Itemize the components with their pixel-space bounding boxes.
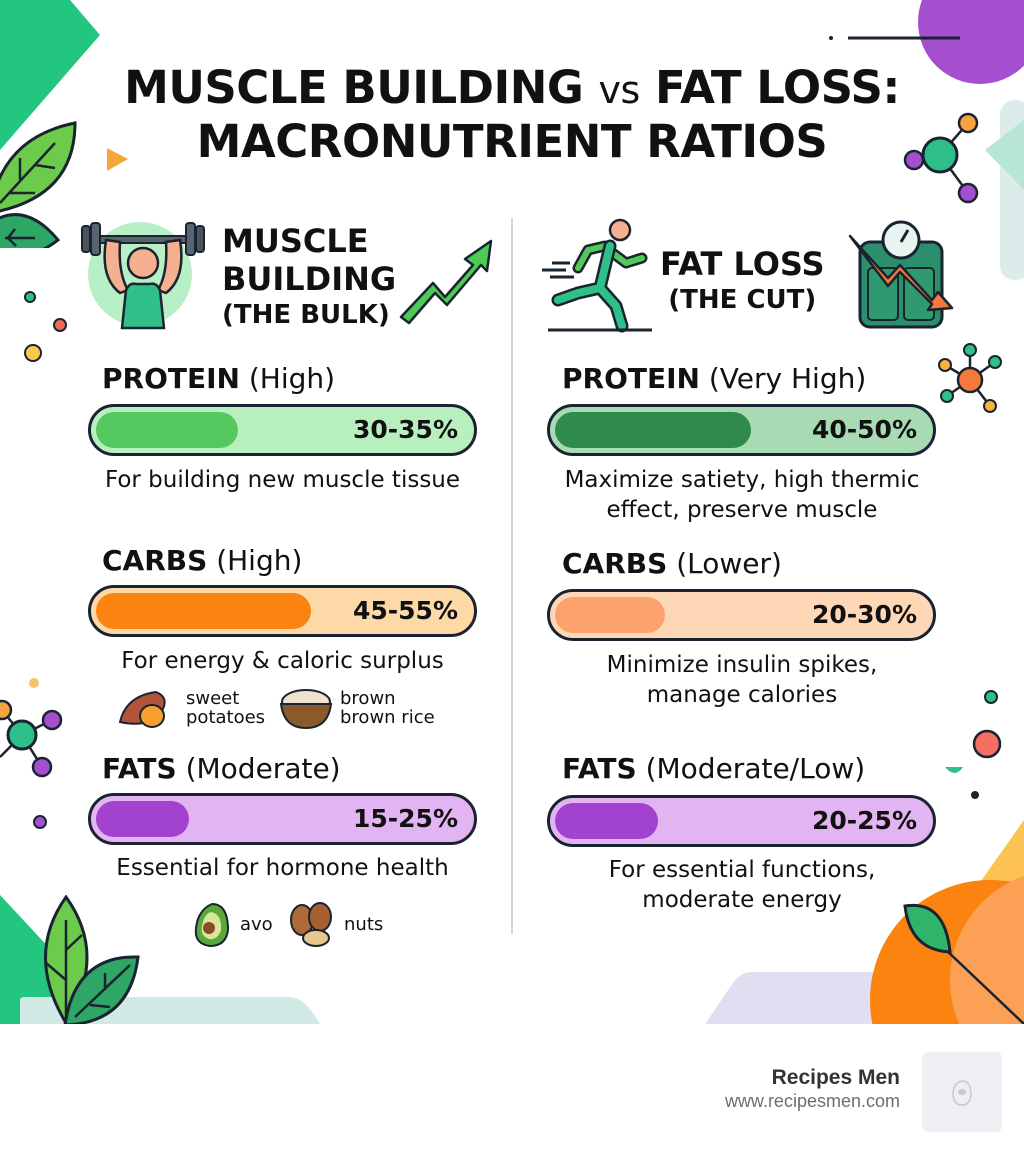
right-fats-value: 20-25% [811,806,917,835]
right-carbs-label: CARBS (Lower) [562,547,782,580]
title-vs: vs [598,68,641,112]
right-fats-bar: 20-25% [547,795,936,847]
muscle-building-heading: MUSCLE BUILDING (THE BULK) [222,222,397,330]
left-protein-label: PROTEIN (High) [102,362,336,395]
right-fats-desc: For essential functions, moderate energy [608,857,876,913]
infographic: MUSCLE BUILDING vs FAT LOSS: MACRONUTRIE… [0,0,1024,1024]
left-carbs-label: CARBS (High) [102,544,303,577]
food-nuts: nuts [288,900,383,948]
food-sweet-potatoes: sweet potatoes [116,686,265,730]
left-fats-desc: Essential for hormone health [116,855,449,881]
molecule-icon-small [938,343,1002,413]
left-protein-desc: For building new muscle tissue [104,467,461,493]
left-protein-bar: 30-35% [88,404,477,456]
molecule-icon [903,112,979,204]
left-protein-value: 30-35% [352,415,458,444]
right-protein-desc: Maximize satiety, high thermic effect, pr… [564,467,920,523]
left-fats-value: 15-25% [352,804,458,833]
title-subtitle: MACRONUTRIENT RATIOS [196,115,828,168]
right-protein-label: PROTEIN (Very High) [562,362,867,395]
trend-up-arrow-icon [399,239,493,325]
left-carbs-bar: 45-55% [88,585,477,637]
title-muscle-building: MUSCLE BUILDING [124,61,584,114]
fat-loss-heading: FAT LOSS (THE CUT) [660,245,825,315]
right-carbs-bar: 20-30% [547,589,936,641]
left-carbs-value: 45-55% [352,596,458,625]
bulk-subheading: (THE BULK) [222,300,390,330]
avocado-icon [194,902,230,948]
food-avocado: avo [190,900,273,948]
bar-fill [555,597,665,633]
scale-down-arrow-icon [848,220,954,329]
title-fat-loss: FAT LOSS: [655,61,900,114]
bar-fill [555,803,658,839]
bar-fill [96,412,238,448]
left-fats-label: FATS (Moderate) [102,752,341,785]
column-divider [511,218,513,934]
avocado-logo-icon [952,1080,972,1106]
food-brown-rice: brown brown rice [278,686,435,730]
running-person-icon [542,218,652,333]
left-carbs-desc: For energy & caloric surplus [121,648,444,674]
bar-fill [555,412,751,448]
nuts-icon [290,902,332,947]
bar-fill [96,801,189,837]
left-fats-bar: 15-25% [88,793,477,845]
leaf-stem-icon [903,903,1024,1024]
right-protein-value: 40-50% [811,415,917,444]
weightlifter-icon [81,222,205,330]
molecule-icon-left [0,699,63,778]
cut-subheading: (THE CUT) [668,285,817,315]
footer [0,1024,1024,1154]
right-fats-label: FATS (Moderate/Low) [562,752,866,785]
sweet-potato-icon [118,690,166,728]
brand-url[interactable]: www.recipesmen.com [724,1091,900,1111]
right-carbs-desc: Minimize insulin spikes, manage calories [606,652,878,708]
brand-name[interactable]: Recipes Men [771,1066,900,1089]
bar-fill [96,593,311,629]
rice-bowl-icon [279,689,333,730]
brand-logo[interactable] [922,1052,1002,1132]
leaf-icon [0,121,77,248]
page-title: MUSCLE BUILDING vs FAT LOSS: MACRONUTRIE… [0,62,1024,168]
leaf-icon-bottom [44,895,140,1024]
right-protein-bar: 40-50% [547,404,936,456]
right-carbs-value: 20-30% [811,600,917,629]
